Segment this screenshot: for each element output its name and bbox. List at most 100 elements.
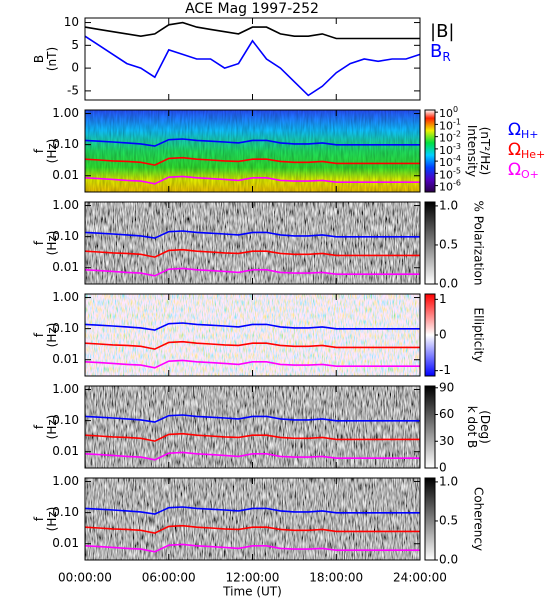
tick-exponent: 0 [453, 105, 458, 114]
colorbar-label: % Polarization [472, 201, 486, 286]
x-tick-label: 00:00:00 [58, 571, 112, 585]
colorbar-tick-label: 30 [439, 434, 454, 448]
data-line [84, 21, 420, 40]
colorbar-label: Ellipticity [472, 308, 486, 363]
y-tick-label: 1.00 [52, 474, 79, 488]
colorbar-tick-label: 10-6 [439, 178, 461, 194]
tick-base: 10 [439, 181, 453, 194]
y-tick-label: 1.00 [52, 198, 79, 212]
spectrogram-image [85, 294, 420, 376]
plot-frame [84, 109, 421, 193]
y-axis-label: (Hz) [45, 507, 59, 532]
gyrofrequency-line [84, 524, 420, 534]
legend-text: B [430, 41, 442, 62]
spectrogram-image [85, 386, 420, 468]
legend-label: ΩO+ [508, 160, 539, 181]
legend-text: Ω [508, 160, 521, 180]
gyrofrequency-line [84, 432, 420, 442]
legend-label: BR [430, 41, 451, 64]
colorbar [424, 109, 436, 193]
colorbar-tick-label: 0 [439, 461, 447, 475]
colorbar [424, 201, 436, 285]
x-tick-label: 18:00:00 [309, 571, 363, 585]
legend-text: |B| [430, 21, 454, 42]
colorbar-tick-label: 0.0 [439, 277, 458, 291]
tick-exponent: -5 [453, 166, 461, 175]
y-axis-label: B [32, 55, 46, 63]
y-axis-label: (nT) [45, 47, 59, 71]
colorbar-tick-label: 0 [439, 328, 447, 342]
colorbar-label: Coherency [472, 487, 486, 551]
y-axis-label: f [32, 148, 46, 153]
chart-title: ACE Mag 1997-252 [185, 1, 319, 17]
colorbar-tick-label: 0.5 [439, 237, 458, 251]
gyrofrequency-line [84, 248, 420, 258]
y-tick-label: -5 [67, 83, 79, 97]
colorbar-tick-label: 10-5 [439, 166, 461, 182]
colorbar-tick-label: 60 [439, 407, 454, 421]
colorbar-label: k dot B [465, 406, 479, 448]
tick-base: 10 [439, 156, 453, 169]
y-axis-label: (Hz) [45, 415, 59, 440]
y-tick-label: 0.01 [52, 444, 79, 458]
tick-exponent: -4 [453, 154, 461, 163]
spectrogram-image [85, 202, 420, 284]
gyrofrequency-line [84, 322, 420, 331]
plot-frame [84, 477, 421, 561]
colorbar-tick-label: 10-4 [439, 154, 461, 170]
y-axis-label: (Hz) [45, 323, 59, 348]
colorbar-tick-label: 100 [439, 105, 458, 121]
legend-subscript: O+ [521, 168, 539, 181]
gyrofrequency-line [84, 543, 420, 553]
colorbar-label: Intensity [465, 125, 479, 177]
colorbar-tick-label: 1.0 [439, 474, 458, 488]
y-tick-label: 0.01 [52, 168, 79, 182]
spectrogram-texture [85, 110, 420, 192]
y-tick-label: 0.10 [52, 137, 79, 151]
y-axis-label: (Hz) [45, 231, 59, 256]
y-tick-label: 10 [64, 15, 79, 29]
y-tick-label: 0.01 [52, 352, 79, 366]
tick-base: 10 [439, 144, 453, 157]
gyrofrequency-line [84, 451, 420, 461]
y-tick-label: 0.10 [52, 505, 79, 519]
tick-exponent: -2 [453, 129, 461, 138]
y-tick-label: 0 [71, 61, 79, 75]
tick-base: 10 [439, 119, 453, 132]
tick-exponent: -3 [453, 141, 461, 150]
colorbar-tick-label: 0.0 [439, 553, 458, 567]
legend-subscript: He+ [521, 148, 545, 161]
tick-exponent: -6 [453, 178, 461, 187]
plot-frame [84, 293, 421, 377]
gyrofrequency-line [84, 230, 420, 239]
colorbar-tick-label: 90 [439, 380, 454, 394]
y-tick-label: 1.00 [52, 106, 79, 120]
gyrofrequency-line [84, 359, 420, 369]
y-tick-label: 1.00 [52, 290, 79, 304]
tick-base: 10 [439, 168, 453, 181]
tick-exponent: -1 [453, 117, 461, 126]
y-axis-label: f [32, 424, 46, 429]
gyrofrequency-line [84, 138, 420, 147]
y-tick-label: 0.10 [52, 229, 79, 243]
gyrofrequency-line [84, 340, 420, 350]
y-tick-label: 1.00 [52, 382, 79, 396]
colorbar-tick-label: 10-1 [439, 117, 461, 133]
colorbar-label: (Deg) [478, 410, 492, 444]
gyrofrequency-line [84, 414, 420, 423]
y-axis-label: f [32, 332, 46, 337]
colorbar [424, 477, 436, 561]
data-line [84, 35, 421, 97]
colorbar-tick-label: 1 [439, 292, 447, 306]
y-axis-label: (Hz) [45, 139, 59, 164]
x-axis-label: Time (UT) [222, 585, 282, 599]
legend-text: Ω [508, 140, 521, 160]
gyrofrequency-line [84, 267, 420, 277]
y-tick-label: 0.10 [52, 413, 79, 427]
colorbar [424, 293, 436, 377]
colorbar-tick-label: 10-2 [439, 129, 461, 145]
gyrofrequency-line [84, 175, 420, 185]
tick-base: 10 [439, 107, 453, 120]
y-tick-label: 0.01 [52, 536, 79, 550]
